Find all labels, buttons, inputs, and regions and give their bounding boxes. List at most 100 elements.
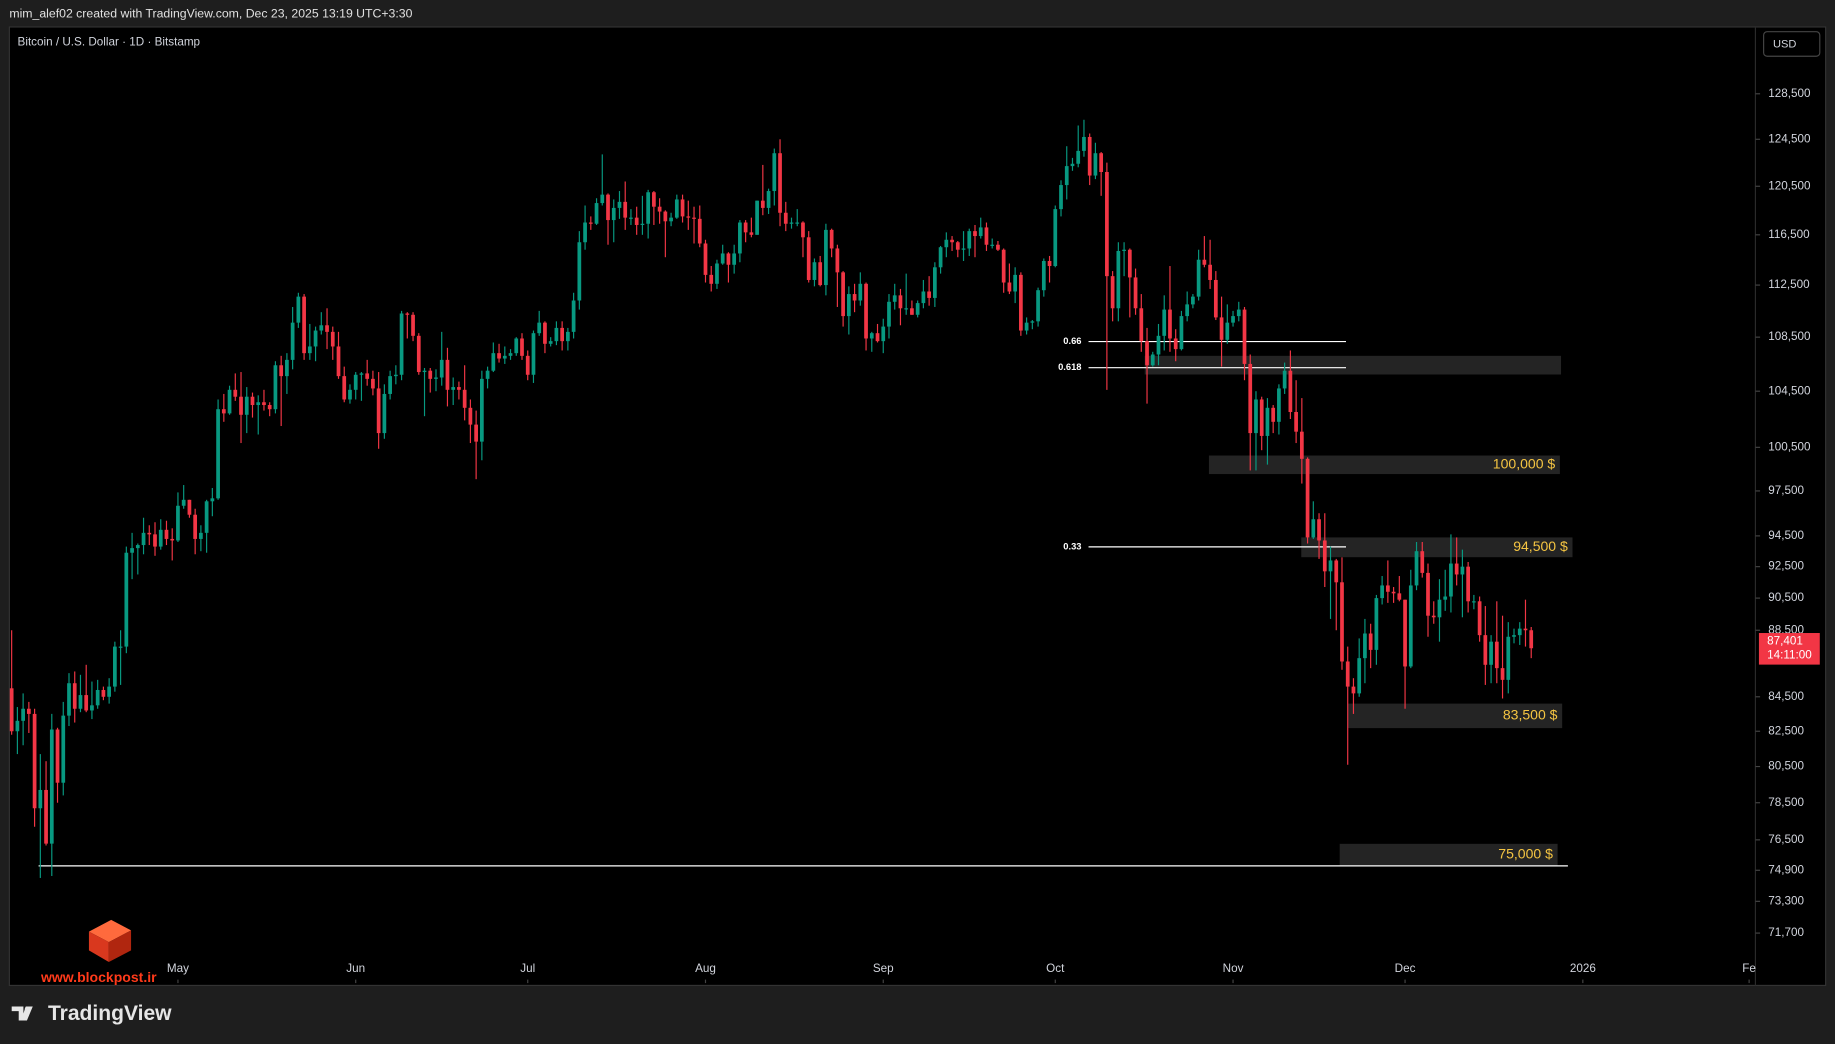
candle-body: [422, 370, 427, 373]
candle-body: [388, 376, 392, 394]
candle-body: [158, 529, 163, 547]
candle-body: [371, 378, 375, 389]
candle-body: [365, 373, 370, 379]
candle-body: [1311, 519, 1316, 538]
candle-body: [869, 333, 874, 339]
y-tick-label: 74,900: [1768, 863, 1804, 876]
candle-body: [600, 194, 605, 204]
candle-body: [1466, 566, 1471, 602]
candle-body: [554, 327, 559, 342]
x-tick-label: Jun: [346, 962, 365, 975]
candle-body: [285, 359, 289, 377]
zone-label: 75,000 $: [1498, 846, 1553, 862]
candle-body: [1127, 249, 1132, 278]
candle-body: [1013, 274, 1018, 292]
candle-body: [1408, 585, 1413, 667]
candle-body: [1368, 633, 1373, 650]
candle-body: [1472, 601, 1476, 603]
candle-body: [1294, 411, 1298, 432]
candle-body: [1414, 551, 1419, 586]
candle-body: [652, 192, 656, 207]
header-credit: mim_alef02 created with TradingView.com,…: [9, 6, 412, 20]
candle-body: [32, 713, 37, 809]
candle-body: [1202, 259, 1207, 265]
plot: 100,000 $ 94,500 $ 83,500 $ 75,000 $ 0.66 0.6…: [9, 119, 1573, 878]
candle-body: [1122, 249, 1126, 251]
candle-body: [107, 686, 112, 697]
candle-body: [1110, 276, 1115, 309]
candle-body: [1099, 153, 1104, 173]
candle-body: [663, 211, 668, 222]
candle-body: [1213, 279, 1218, 318]
candle-body: [439, 359, 444, 378]
candle-body: [1426, 572, 1430, 616]
candle-body: [1454, 563, 1459, 575]
candle-body: [1047, 260, 1052, 267]
zone-label: 83,500 $: [1503, 707, 1558, 723]
candle-body: [1299, 431, 1304, 459]
candle-body: [537, 322, 542, 334]
level-zone: [1208, 455, 1560, 475]
candle-body: [342, 376, 347, 400]
candle-body: [629, 217, 633, 219]
candle-body: [674, 199, 679, 218]
candle-body: [709, 274, 714, 284]
candle-body: [841, 272, 845, 317]
candle-body: [990, 244, 995, 246]
x-tick-label: Fe: [1742, 962, 1756, 975]
candle-body: [451, 387, 456, 390]
candle-body: [806, 237, 811, 280]
candle-body: [1345, 661, 1350, 687]
candle-body: [697, 218, 702, 244]
candle-body: [457, 387, 461, 390]
candle-body: [1145, 341, 1149, 366]
candle-body: [26, 708, 31, 714]
y-tick-label: 78,500: [1768, 796, 1804, 809]
candle-body: [502, 355, 507, 359]
candle-body: [221, 409, 226, 414]
candle-body: [726, 253, 731, 265]
y-tick-label: 124,500: [1768, 132, 1811, 145]
currency-label[interactable]: USD: [1773, 38, 1796, 50]
candle-body: [353, 374, 358, 390]
candle-body: [290, 322, 295, 360]
candle-body: [1517, 628, 1522, 636]
candle-body: [1322, 540, 1327, 572]
candle-body: [789, 222, 794, 224]
candle-body: [1093, 153, 1098, 176]
candle-body: [336, 346, 341, 377]
candle-body: [113, 646, 117, 687]
candle-body: [244, 396, 249, 415]
candle-body: [973, 231, 977, 237]
candle-body: [961, 248, 966, 250]
candle-body: [1208, 264, 1212, 280]
y-tick-label: 108,500: [1768, 330, 1811, 343]
candle-body: [135, 545, 140, 549]
x-tick-label: Oct: [1046, 962, 1065, 975]
candle-body: [824, 229, 828, 286]
candle-body: [445, 359, 450, 390]
candle-body: [950, 239, 954, 243]
candle-body: [1236, 309, 1241, 317]
candle-body: [1523, 628, 1528, 631]
candle-body: [1282, 370, 1287, 389]
candle-body: [164, 529, 169, 539]
candle-body: [474, 424, 478, 442]
currency-button[interactable]: [1763, 31, 1821, 57]
candle-body: [795, 222, 800, 224]
y-tick-label: 112,500: [1768, 278, 1810, 291]
candle-body: [732, 253, 737, 265]
candle-body: [1030, 321, 1035, 323]
zone-label: 100,000 $: [1493, 455, 1556, 471]
candle-body: [1431, 615, 1436, 618]
candle-body: [594, 203, 599, 224]
candle-body: [778, 153, 782, 213]
candle-body: [1529, 630, 1534, 649]
candle-body: [1076, 150, 1081, 164]
candle-body: [1374, 598, 1379, 650]
level-zone: [1339, 843, 1558, 866]
candle-body: [1191, 296, 1195, 305]
candle-body: [640, 223, 645, 225]
candle-body: [801, 222, 805, 238]
candle-body: [1259, 399, 1264, 436]
